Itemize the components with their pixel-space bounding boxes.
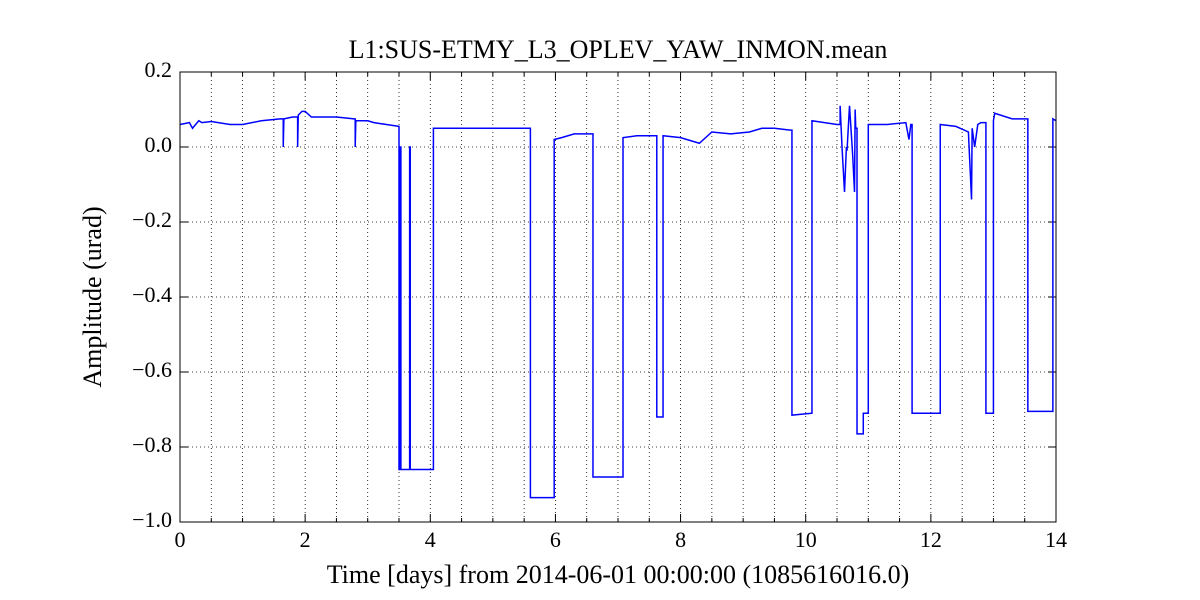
y-tick-label: −0.6: [132, 357, 172, 382]
data-line: [179, 105, 1057, 499]
x-tick-label: 6: [550, 527, 561, 552]
x-tick-label: 8: [675, 527, 686, 552]
x-tick-label: 2: [300, 527, 311, 552]
x-tick-label: 4: [425, 527, 436, 552]
y-axis-label: Amplitude (urad): [78, 206, 107, 387]
chart-title: L1:SUS-ETMY_L3_OPLEV_YAW_INMON.mean: [349, 35, 888, 64]
x-tick-label: 0: [175, 527, 186, 552]
y-tick-label: −1.0: [132, 507, 172, 532]
x-tick-label: 10: [795, 527, 817, 552]
y-tick-label: 0.0: [145, 132, 173, 157]
y-tick-label: −0.4: [132, 282, 172, 307]
x-tick-label: 14: [1045, 527, 1067, 552]
y-tick-label: −0.8: [132, 432, 172, 457]
plot-frame: [179, 71, 1057, 523]
x-tick-label: 12: [920, 527, 942, 552]
y-tick-label: −0.2: [132, 207, 172, 232]
x-axis-label: Time [days] from 2014-06-01 00:00:00 (10…: [327, 560, 910, 589]
y-tick-label: 0.2: [145, 57, 173, 82]
